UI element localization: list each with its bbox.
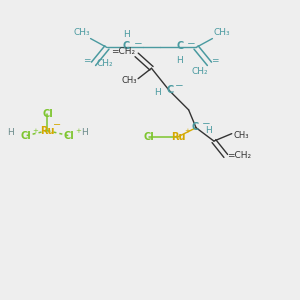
Text: CH₃: CH₃ — [121, 76, 136, 85]
Text: CH₂: CH₂ — [97, 59, 113, 68]
Text: =: = — [211, 56, 218, 65]
Text: Cl: Cl — [20, 131, 31, 141]
Text: +: + — [32, 128, 38, 134]
Text: C: C — [192, 122, 199, 132]
Text: =: = — [83, 56, 91, 65]
Text: =CH₂: =CH₂ — [227, 152, 251, 160]
Text: H: H — [176, 56, 183, 65]
Text: C: C — [176, 41, 183, 51]
Text: H: H — [154, 88, 160, 97]
Text: CH₃: CH₃ — [74, 28, 91, 37]
Text: =CH₂: =CH₂ — [111, 47, 135, 56]
Text: −: − — [187, 39, 195, 49]
Text: +: + — [185, 128, 191, 134]
Text: H: H — [8, 128, 14, 137]
Text: C: C — [123, 41, 130, 51]
Text: Ru: Ru — [171, 132, 185, 142]
Text: −: − — [202, 118, 211, 128]
Text: CH₃: CH₃ — [214, 28, 230, 37]
Text: CH₃: CH₃ — [233, 130, 249, 140]
Text: −: − — [53, 120, 61, 130]
Text: CH₂: CH₂ — [191, 67, 208, 76]
Text: H: H — [123, 29, 130, 38]
Text: Cl: Cl — [64, 131, 74, 141]
Text: H: H — [81, 128, 87, 137]
Text: C: C — [167, 85, 174, 95]
Text: −: − — [134, 39, 143, 49]
Text: Cl: Cl — [42, 109, 53, 119]
Text: Cl: Cl — [143, 132, 154, 142]
Text: −: − — [175, 81, 184, 92]
Text: H: H — [206, 126, 212, 135]
Text: +: + — [76, 128, 82, 134]
Text: Ru: Ru — [40, 126, 55, 136]
